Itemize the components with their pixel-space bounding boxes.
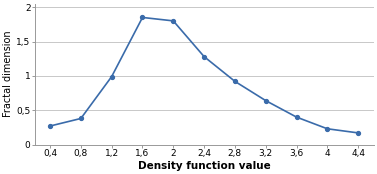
Y-axis label: Fractal dimension: Fractal dimension bbox=[3, 31, 14, 117]
X-axis label: Density function value: Density function value bbox=[138, 161, 270, 171]
